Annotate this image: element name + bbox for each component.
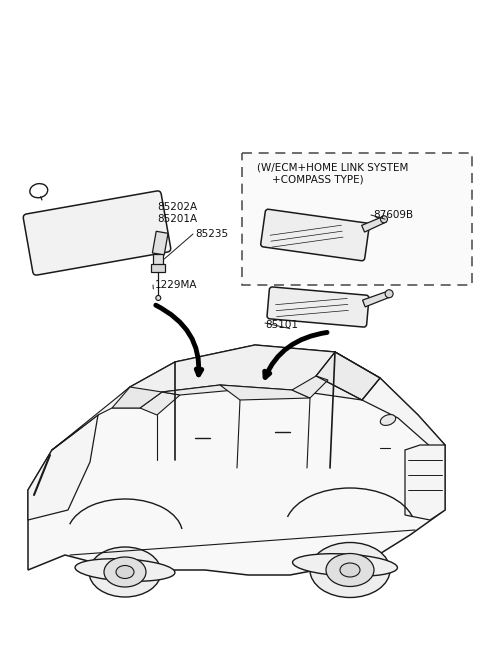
Polygon shape xyxy=(316,352,380,400)
Polygon shape xyxy=(52,387,140,450)
Polygon shape xyxy=(28,415,98,520)
Text: 85201A: 85201A xyxy=(157,214,197,224)
FancyBboxPatch shape xyxy=(23,191,171,275)
Text: (W/ECM+HOME LINK SYSTEM: (W/ECM+HOME LINK SYSTEM xyxy=(257,163,408,173)
Ellipse shape xyxy=(310,543,390,598)
FancyBboxPatch shape xyxy=(261,209,369,260)
Ellipse shape xyxy=(156,295,161,300)
FancyBboxPatch shape xyxy=(267,287,369,327)
Ellipse shape xyxy=(75,559,175,581)
Text: 87609B: 87609B xyxy=(373,210,413,220)
Ellipse shape xyxy=(104,557,146,587)
Polygon shape xyxy=(361,216,386,232)
Polygon shape xyxy=(151,264,165,272)
Text: 85101: 85101 xyxy=(265,320,298,330)
Text: 85235: 85235 xyxy=(195,229,228,239)
Polygon shape xyxy=(405,445,445,520)
Polygon shape xyxy=(28,345,445,575)
Ellipse shape xyxy=(326,554,374,586)
Polygon shape xyxy=(362,378,445,448)
Text: 85202A: 85202A xyxy=(157,202,197,212)
Polygon shape xyxy=(112,387,162,408)
Ellipse shape xyxy=(116,565,134,579)
Polygon shape xyxy=(130,345,380,408)
Polygon shape xyxy=(152,232,168,255)
Polygon shape xyxy=(153,254,163,266)
Ellipse shape xyxy=(293,554,397,577)
Ellipse shape xyxy=(340,563,360,577)
Polygon shape xyxy=(362,291,391,307)
Polygon shape xyxy=(162,385,235,395)
Polygon shape xyxy=(292,376,328,398)
Ellipse shape xyxy=(380,415,396,426)
Polygon shape xyxy=(140,392,180,415)
Ellipse shape xyxy=(381,216,387,223)
Text: +COMPASS TYPE): +COMPASS TYPE) xyxy=(272,175,364,185)
Ellipse shape xyxy=(89,547,161,597)
Text: 1229MA: 1229MA xyxy=(155,280,197,290)
Polygon shape xyxy=(220,385,310,400)
Bar xyxy=(242,153,472,285)
Ellipse shape xyxy=(385,290,393,298)
